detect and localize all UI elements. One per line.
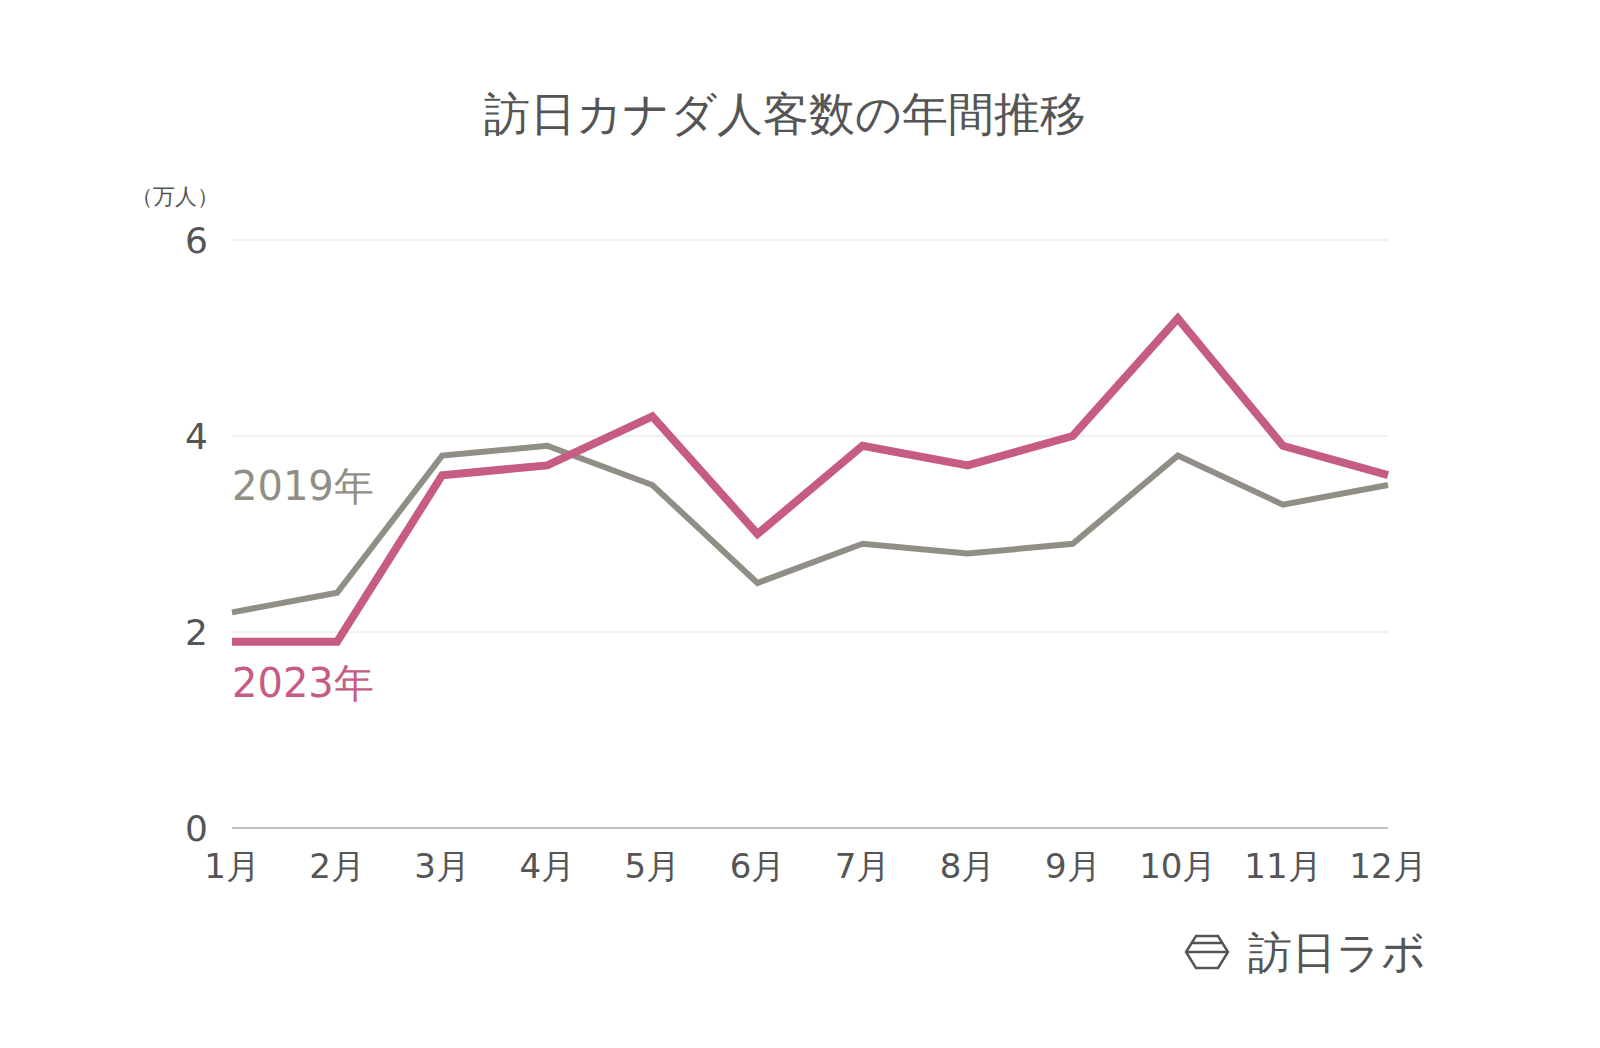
source-logo	[1186, 936, 1228, 968]
grid-line	[232, 827, 1388, 829]
x-tick-label: 10月	[1139, 846, 1216, 886]
x-tick-label: 5月	[625, 846, 681, 886]
series-label: 2019年	[232, 463, 374, 509]
x-tick-label: 3月	[414, 846, 470, 886]
x-tick-label: 4月	[519, 846, 575, 886]
series-line	[232, 318, 1388, 641]
y-tick-label: 0	[185, 808, 208, 849]
y-tick-label: 4	[185, 416, 208, 457]
x-tick-label: 7月	[835, 846, 891, 886]
chart: 訪日カナダ人客数の年間推移 （万人） 0 2 4 6 1月 2月 3月 4月 5月 6月 7月 8月 9月 1…	[0, 0, 1600, 1048]
y-tick-label: 6	[185, 220, 208, 261]
grid-line	[232, 632, 1388, 633]
x-tick-label: 6月	[730, 846, 786, 886]
y-axis-label: （万人）	[131, 184, 219, 209]
x-tick-label: 1月	[204, 846, 260, 886]
grid-line	[232, 240, 1388, 241]
grid-line	[232, 436, 1388, 437]
x-tick-label: 12月	[1349, 846, 1426, 886]
plot-area	[232, 318, 1388, 641]
x-tick-label: 2月	[309, 846, 365, 886]
title: 訪日カナダ人客数の年間推移	[484, 87, 1086, 141]
source: 訪日ラボ	[1248, 927, 1426, 978]
x-tick-label: 9月	[1045, 846, 1101, 886]
y-tick-label: 2	[185, 612, 208, 653]
series-label: 2023年	[232, 660, 374, 706]
x-tick-label: 11月	[1244, 846, 1321, 886]
x-tick-label: 8月	[940, 846, 996, 886]
